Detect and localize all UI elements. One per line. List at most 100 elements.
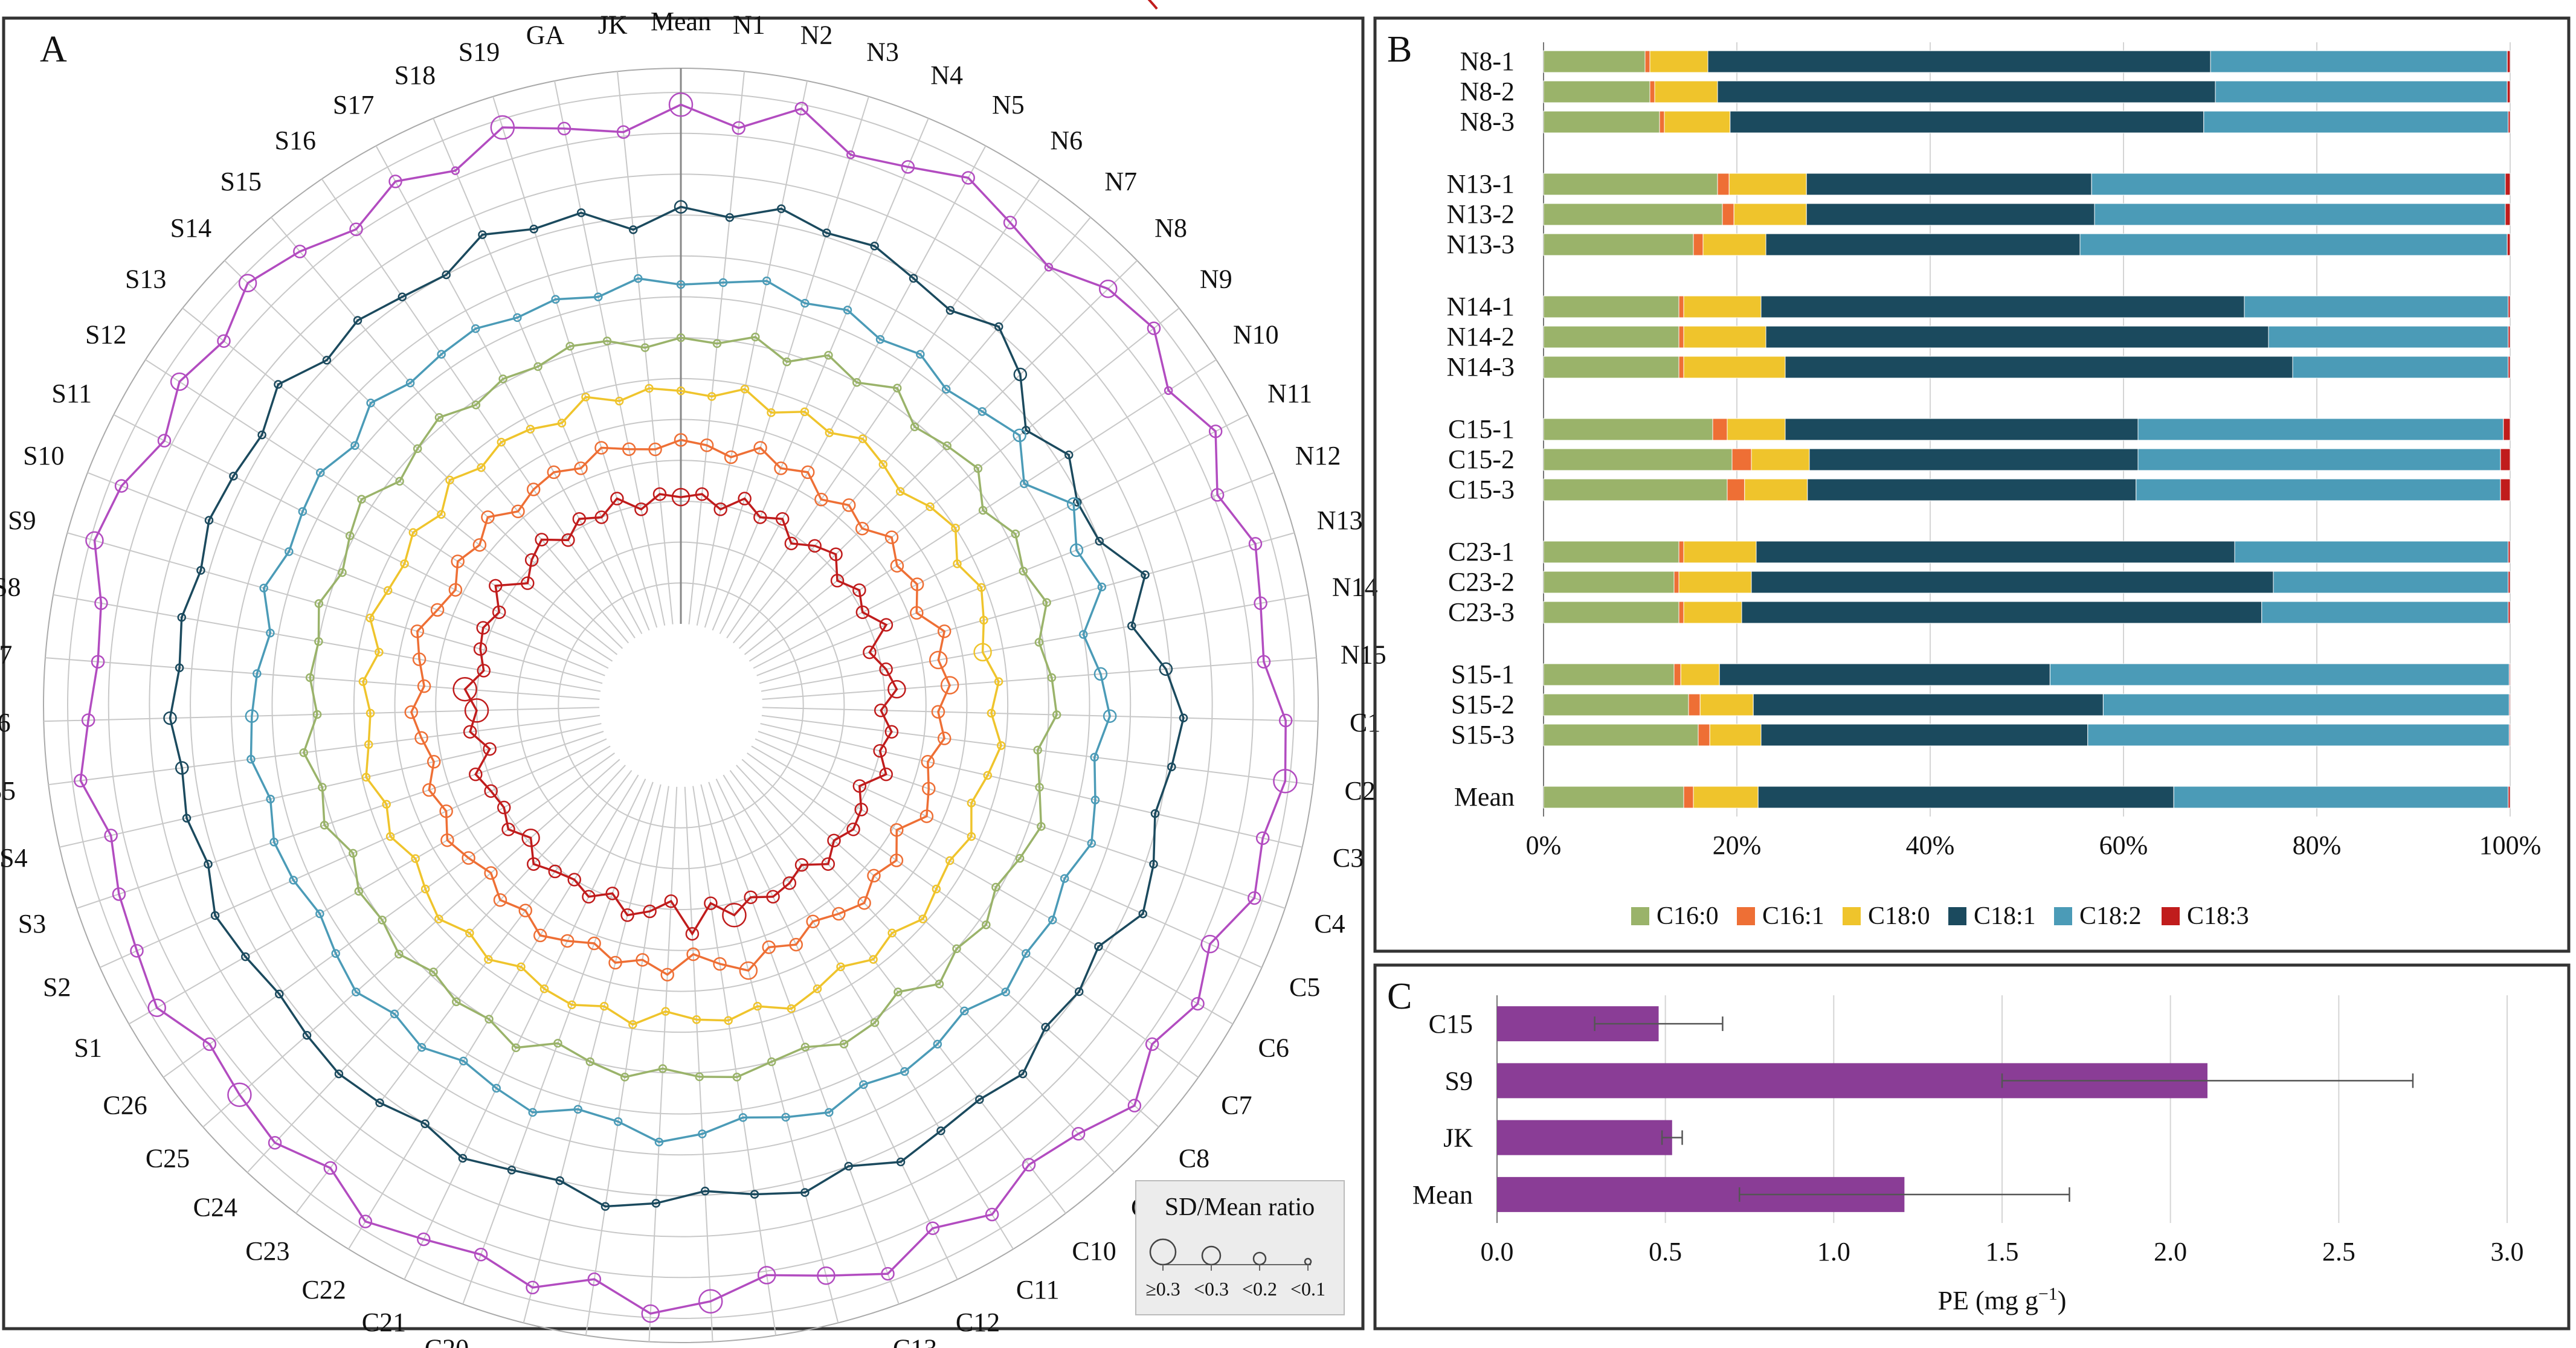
- pe-axis-label-sup: −1: [2038, 1284, 2058, 1304]
- radar-point: [895, 487, 905, 496]
- radar-point: [196, 566, 205, 575]
- radar-point: [533, 362, 543, 371]
- b-bar-segment: [2508, 786, 2511, 809]
- radar-point: [767, 1057, 776, 1067]
- radar-point: [1191, 997, 1205, 1011]
- radar-point: [658, 1064, 668, 1073]
- radar-point: [1208, 424, 1223, 438]
- radar-point: [614, 396, 624, 406]
- radar-spoke: [375, 145, 643, 634]
- b-bar-segment: [1543, 541, 1679, 563]
- radar-point: [314, 599, 324, 608]
- radar-point: [485, 1015, 494, 1024]
- radar-point: [668, 92, 694, 117]
- b-bar-segment: [1543, 663, 1675, 686]
- b-bar-segment: [2244, 295, 2509, 318]
- radar-point: [832, 907, 846, 921]
- radar-category-label: S6: [0, 708, 11, 737]
- radar-point: [349, 222, 363, 236]
- radar-point: [451, 166, 460, 175]
- radar-line: [362, 387, 1003, 1026]
- radar-point: [613, 1117, 623, 1126]
- radar-category-label: GA: [526, 20, 565, 50]
- radar-point: [787, 1004, 796, 1013]
- radar-category-label: S13: [125, 265, 166, 294]
- radar-point: [660, 968, 674, 982]
- b-legend-label: C18:2: [2079, 902, 2142, 930]
- radar-point: [560, 934, 575, 948]
- radar-spoke: [726, 178, 1041, 639]
- radar-point: [1011, 529, 1020, 539]
- radar-point: [800, 407, 810, 417]
- radar-category-label: S10: [23, 441, 64, 470]
- radar-point: [1255, 831, 1270, 846]
- b-row-label: S15-2: [1451, 690, 1515, 719]
- radar-point: [204, 516, 214, 525]
- radar-category-label: S8: [0, 572, 21, 602]
- radar-point: [674, 433, 688, 447]
- size-legend-label: <0.1: [1290, 1278, 1325, 1300]
- b-bar-segment: [1688, 693, 1701, 716]
- radar-spoke: [113, 414, 609, 669]
- radar-point: [147, 998, 166, 1017]
- radar-point: [824, 350, 833, 360]
- radar-point: [825, 428, 834, 437]
- radar-point: [85, 531, 104, 550]
- radar-point: [293, 245, 307, 258]
- radar-category-label: C8: [1179, 1144, 1209, 1173]
- radar-point: [951, 524, 960, 533]
- radar-spoke: [128, 745, 611, 1025]
- radar-series-C18-1: [163, 200, 1188, 1211]
- b-bar-segment: [1678, 601, 1684, 624]
- radar-spoke: [684, 786, 713, 1342]
- radar-point: [945, 306, 955, 315]
- radar-category-label: N12: [1295, 441, 1341, 470]
- radar-point: [420, 884, 430, 894]
- radar-point: [507, 1166, 517, 1175]
- radar-category-label: Mean: [651, 7, 711, 36]
- radar-point: [636, 953, 649, 967]
- radar-point: [581, 393, 590, 402]
- radar-point: [738, 1113, 748, 1122]
- radar-spoke: [715, 778, 958, 1280]
- b-bar-segment: [1543, 448, 1733, 471]
- radar-point: [1094, 942, 1103, 951]
- b-bar-segment: [1709, 724, 1762, 746]
- radar-point: [175, 761, 189, 775]
- radar-point: [439, 804, 453, 818]
- radar-point: [994, 322, 1003, 332]
- radar-point: [484, 784, 498, 798]
- radar-point: [839, 1039, 849, 1048]
- radar-point: [622, 442, 636, 456]
- radar-point: [358, 1215, 373, 1228]
- size-legend: SD/Mean ratio ≥0.3 <0.3 <0.2 <0.1: [1135, 1180, 1345, 1315]
- radar-point: [808, 539, 822, 553]
- radar-category-label: N6: [1050, 126, 1083, 155]
- radar-point: [557, 419, 567, 428]
- radar-category-label: N2: [800, 20, 833, 50]
- c-category-label: S9: [1445, 1066, 1473, 1096]
- radar-point: [298, 507, 308, 516]
- radar-point: [640, 343, 649, 352]
- radar-point: [535, 533, 549, 547]
- b-bar-segment: [1806, 173, 2092, 196]
- radar-category-label: N14: [1332, 572, 1378, 602]
- radar-point: [789, 937, 803, 952]
- radar-category-label: N15: [1341, 640, 1386, 669]
- radar-spoke: [433, 118, 650, 631]
- radar-category-label: S17: [333, 90, 374, 120]
- b-bar-segment: [1678, 326, 1684, 348]
- b-bar-segment: [1543, 50, 1646, 73]
- radar-point: [712, 339, 722, 348]
- c-xtick-label: 0.5: [1649, 1237, 1682, 1266]
- radar-point: [1200, 934, 1220, 954]
- panel-c: C 0.0 0.5 1.0 1.5 2.0 2.5 3.0 C15 S9 JK Mean PE (m…: [1373, 963, 2571, 1330]
- radar-point: [1167, 762, 1176, 772]
- radar-point: [879, 767, 893, 782]
- radar-point: [937, 624, 952, 638]
- radar-series: [74, 92, 1298, 1323]
- radar-category-label: S14: [170, 213, 211, 243]
- b-legend-label: C18:3: [2187, 902, 2249, 930]
- b-bar-segment: [1659, 111, 1665, 133]
- radar-point: [931, 705, 945, 719]
